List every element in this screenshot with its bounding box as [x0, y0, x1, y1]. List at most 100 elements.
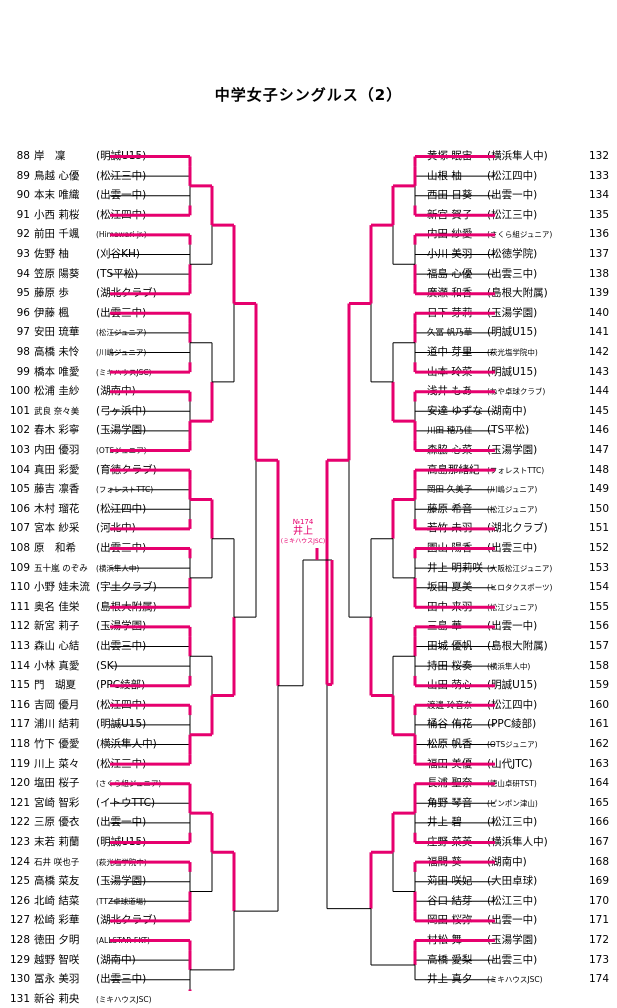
player-number: 138	[588, 267, 609, 280]
player-number: 117	[9, 718, 30, 731]
player-number: 167	[588, 836, 609, 848]
player-name: 桶谷 侑花	[427, 718, 473, 731]
player-number: 102	[9, 424, 30, 437]
player-name: 末若 莉蘭	[34, 836, 80, 848]
player-number: 110	[9, 581, 30, 594]
player-entry: 松原 帆香 (OTSジュニア) 162	[427, 736, 609, 753]
player-name: 藤吉 凛香	[34, 483, 80, 496]
player-name: 真田 彩愛	[34, 463, 80, 476]
player-number: 90	[16, 189, 30, 202]
player-number: 162	[588, 738, 609, 750]
player-club: (湖北クラブ)	[487, 522, 548, 535]
player-entry: 130 冨永 美羽 (出雲三中)	[0, 971, 146, 988]
player-club: (OTSジュニア)	[487, 740, 538, 749]
player-name: 塩田 桜子	[34, 777, 80, 790]
player-club: (明誠U15)	[487, 326, 538, 339]
player-name: 伊藤 楓	[34, 306, 69, 319]
player-club: (島根大附属)	[487, 640, 548, 652]
player-club: (明誠U15)	[487, 365, 538, 378]
player-number: 91	[16, 208, 30, 221]
player-club: (萩光塩学院中)	[487, 348, 538, 357]
player-name: 内田 優羽	[34, 444, 80, 456]
page-title: 中学女子シングルス（2）	[214, 86, 403, 104]
player-entry: 岡田 桜弥(出雲一中)171	[427, 912, 609, 929]
player-name: 小西 莉桜	[34, 208, 80, 221]
player-club: (湖南中)	[487, 404, 527, 417]
player-club: (TS平松)	[96, 267, 139, 280]
player-club: (出雲一中)	[487, 914, 538, 927]
player-entry: 102 春木 彩寧 (玉湯学園)	[0, 422, 146, 439]
player-club: (大阪松江ジュニア)	[487, 563, 553, 573]
player-club: (ミキハウスJSC)	[487, 975, 543, 985]
player-club: (湖南中)	[487, 855, 527, 868]
player-entry: 90 本末 唯織 (出雲一中)	[0, 187, 147, 204]
player-number: 171	[588, 914, 609, 927]
player-name: 谷口 結芽	[427, 894, 473, 907]
player-name: 松崎 彩華	[34, 914, 80, 927]
player-club: (弓ヶ浜中)	[96, 404, 147, 417]
player-club: (明誠U15)	[487, 679, 538, 692]
player-number: 92	[16, 228, 30, 241]
player-number: 144	[588, 385, 609, 398]
player-entry: 福島 心優 (出雲三中) 138	[427, 266, 609, 283]
player-number: 142	[588, 346, 609, 358]
player-club: (出雲三中)	[487, 267, 538, 280]
player-number: 94	[16, 267, 30, 280]
player-name: 福島 心優	[427, 267, 473, 280]
player-club: (出雲三中)	[487, 542, 538, 554]
player-number: 103	[9, 444, 30, 456]
player-club: (松江三中)	[487, 894, 538, 907]
player-club: (大田卓球)	[487, 875, 538, 888]
player-number: 108	[9, 542, 30, 554]
player-number: 98	[16, 346, 30, 358]
player-number: 132	[588, 150, 609, 162]
player-name: 安達 ゆずな	[427, 404, 483, 417]
player-name: 浦川 結莉	[34, 718, 80, 731]
player-number: 106	[9, 502, 30, 515]
player-entry: 井上 碧 (松江三中) 166	[427, 814, 609, 831]
player-name: 原 和希	[34, 542, 76, 554]
player-club: (玉湯学園)	[487, 306, 538, 319]
player-club: (玉湯学園)	[487, 444, 538, 456]
player-name: 武良 奈々美	[34, 406, 80, 417]
player-club: (徳山卓研TST)	[487, 779, 537, 789]
player-club: (フォレストTTC)	[487, 465, 545, 475]
player-entry: 藤原 希音 (松江ジュニア) 150	[427, 501, 609, 518]
player-number: 93	[16, 248, 30, 260]
player-number: 151	[588, 522, 609, 535]
player-name: 越野 智咲	[34, 953, 80, 966]
player-entry: 黄塚 眠宙(横浜隼人中)132	[427, 148, 609, 165]
player-club: (横浜隼人中)	[487, 150, 548, 162]
player-entry: 101 武良 奈々美 (弓ヶ浜中)	[0, 403, 146, 420]
player-number: 100	[9, 385, 30, 398]
player-name: 本末 唯織	[34, 189, 80, 202]
player-number: 131	[9, 992, 30, 1005]
player-number: 168	[588, 855, 609, 868]
player-club: (出雲一中)	[487, 620, 538, 633]
player-entry: 高橋 愛梨 (出雲三中) 173	[427, 952, 609, 969]
player-name: 笠原 陽葵	[34, 267, 80, 280]
player-entry: 129 越野 智咲 (湖南中)	[0, 952, 136, 969]
player-entry: 小川 美羽 (松徳学院) 137	[427, 246, 609, 263]
player-club: (さくら組ジュニア)	[487, 230, 553, 240]
player-number: 154	[588, 581, 609, 594]
player-number: 101	[9, 404, 30, 417]
player-number: 88	[16, 150, 30, 162]
player-entry: 井上 明莉咲 (大阪松江ジュニア) 153	[427, 560, 609, 577]
player-name: 木村 瑠花	[34, 502, 80, 515]
player-number: 170	[588, 894, 609, 907]
player-club: (玉湯学園)	[96, 424, 147, 437]
player-club: (山代JTC)	[487, 757, 533, 770]
player-name: 竹下 優愛	[34, 738, 80, 750]
player-number: 136	[588, 228, 609, 241]
player-number: 111	[9, 600, 30, 613]
player-name: 門 瑚夏	[34, 679, 76, 692]
player-number: 95	[16, 287, 30, 300]
player-club: (横浜隼人中)	[487, 661, 531, 671]
player-number: 159	[588, 679, 609, 692]
player-number: 150	[588, 502, 609, 515]
player-entry: 89 鳥越 心優 (松江三中)	[0, 168, 147, 185]
player-number: 161	[588, 718, 609, 731]
